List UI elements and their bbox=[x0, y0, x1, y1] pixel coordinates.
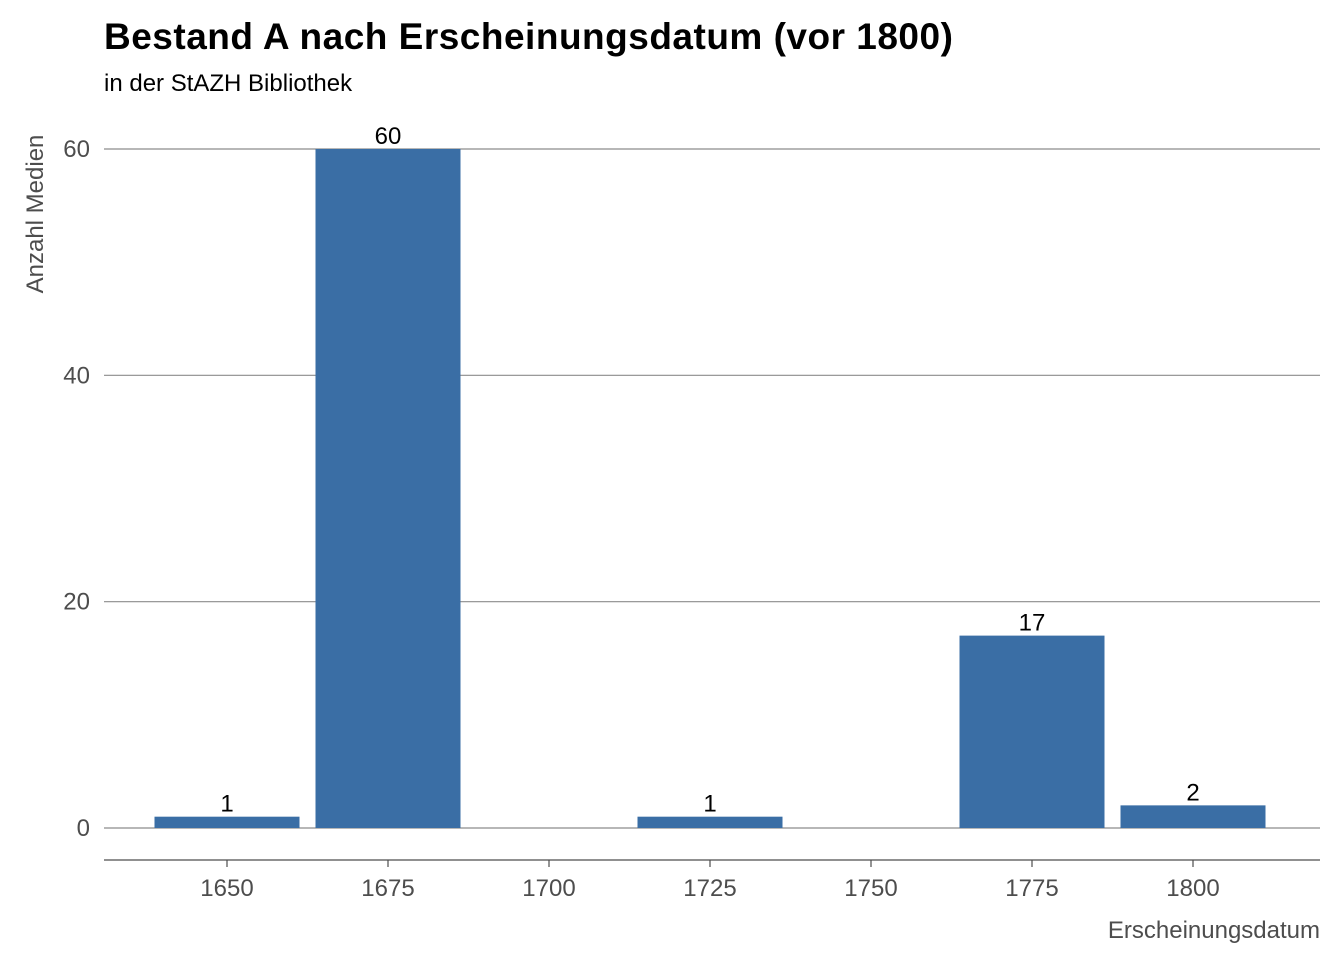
y-tick-label: 40 bbox=[63, 362, 90, 389]
chart-title: Bestand A nach Erscheinungsdatum (vor 18… bbox=[104, 16, 954, 57]
bar-value-label: 1 bbox=[703, 791, 716, 818]
x-tick-label: 1800 bbox=[1166, 875, 1219, 902]
bar-value-label: 17 bbox=[1019, 610, 1046, 637]
axes: 0 20 40 60 1650 1675 1700 1725 1750 1775 1800 bbox=[63, 136, 1320, 902]
bar bbox=[315, 149, 461, 828]
x-tick-label: 1750 bbox=[844, 875, 897, 902]
bar-value-label: 60 bbox=[375, 123, 402, 150]
x-axis-title: Erscheinungsdatum bbox=[1108, 917, 1320, 944]
bar bbox=[1120, 805, 1266, 828]
x-tick-label: 1700 bbox=[522, 875, 575, 902]
y-tick-label: 60 bbox=[63, 136, 90, 163]
y-axis-title: Anzahl Medien bbox=[22, 135, 49, 294]
bars bbox=[154, 149, 1266, 828]
x-tick-label: 1725 bbox=[683, 875, 736, 902]
y-tick-label: 20 bbox=[63, 589, 90, 616]
bar-value-label: 1 bbox=[220, 791, 233, 818]
bar bbox=[154, 816, 300, 828]
x-tick-label: 1775 bbox=[1005, 875, 1058, 902]
chart-subtitle: in der StAZH Bibliothek bbox=[104, 70, 353, 97]
x-tick-label: 1675 bbox=[361, 875, 414, 902]
bar-value-label: 2 bbox=[1186, 779, 1199, 806]
bar-labels: 1 60 1 17 2 bbox=[220, 123, 1199, 818]
y-tick-label: 0 bbox=[77, 815, 90, 842]
bar bbox=[959, 635, 1105, 828]
gridlines bbox=[104, 148, 1320, 829]
bar bbox=[637, 816, 783, 828]
x-tick-label: 1650 bbox=[200, 875, 253, 902]
